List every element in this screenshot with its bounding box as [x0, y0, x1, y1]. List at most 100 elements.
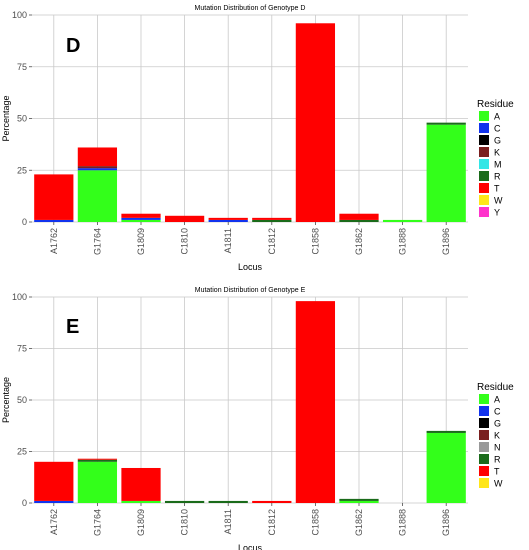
x-tick-label: C1812 — [267, 509, 277, 536]
bar-c1810-r — [164, 500, 205, 503]
bar-a1811-t — [208, 217, 248, 220]
x-tick-label: C1858 — [310, 228, 320, 255]
bar-g1809-c — [121, 217, 161, 220]
bar-c1858-t — [295, 301, 336, 503]
x-tick-label: G1764 — [92, 509, 102, 536]
legend-label-r: R — [494, 172, 501, 182]
x-axis-label: Locus — [238, 262, 263, 272]
legend-swatch-n — [479, 442, 489, 452]
chart-title: Mutation Distribution of Genotype D — [195, 5, 306, 12]
legend-label-y: Y — [494, 208, 500, 218]
legend-swatch-g — [479, 135, 489, 145]
legend-label-t: T — [494, 184, 500, 194]
legend-swatch-a — [479, 394, 489, 404]
x-axis-label: Locus — [238, 543, 263, 550]
bar-g1764-c — [77, 168, 118, 171]
bar-g1862-r — [339, 219, 379, 222]
x-tick-label: G1888 — [398, 509, 408, 536]
x-tick-label: A1762 — [49, 228, 59, 254]
legend-label-r: R — [494, 455, 501, 465]
legend-label-c: C — [494, 407, 501, 417]
panel-letter: D — [66, 35, 80, 57]
bar-g1809-t — [121, 213, 161, 218]
bar-g1862-a — [339, 500, 379, 503]
x-tick-label: G1896 — [441, 228, 451, 255]
bar-g1888-a — [382, 219, 423, 222]
legend-swatch-y — [479, 207, 489, 217]
legend-label-w: W — [494, 479, 503, 489]
bar-g1896-r — [426, 430, 466, 433]
x-tick-label: G1862 — [354, 509, 364, 536]
legend-swatch-a — [479, 111, 489, 121]
y-tick-label: 100 — [12, 10, 27, 20]
y-tick-label: 0 — [22, 217, 27, 227]
legend-label-g: G — [494, 136, 501, 146]
x-tick-label: G1862 — [354, 228, 364, 255]
legend-label-g: G — [494, 419, 501, 429]
legend-swatch-w — [479, 478, 489, 488]
bar-g1764-a — [77, 170, 118, 222]
legend-swatch-t — [479, 183, 489, 193]
legend-label-a: A — [494, 395, 500, 405]
x-tick-label: C1812 — [267, 228, 277, 255]
y-axis-label: Percentage — [1, 377, 11, 423]
legend-label-m: M — [494, 160, 502, 170]
bar-g1809-t — [121, 467, 161, 501]
y-axis-label: Percentage — [1, 95, 11, 141]
legend-swatch-c — [479, 123, 489, 133]
legend-label-t: T — [494, 467, 500, 477]
y-tick-label: 25 — [17, 165, 27, 175]
y-tick-label: 75 — [17, 344, 27, 354]
x-tick-label: G1809 — [136, 228, 146, 255]
legend-label-a: A — [494, 112, 500, 122]
y-tick-label: 100 — [12, 292, 27, 302]
bar-c1812-t — [252, 217, 292, 220]
chart-title: Mutation Distribution of Genotype E — [195, 287, 306, 294]
legend-swatch-w — [479, 195, 489, 205]
bar-g1862-t — [339, 213, 379, 220]
panel-letter: E — [66, 316, 79, 338]
legend-label-k: K — [494, 431, 500, 441]
x-tick-label: A1762 — [49, 509, 59, 535]
y-tick-label: 50 — [17, 114, 27, 124]
y-tick-label: 75 — [17, 62, 27, 72]
x-tick-label: A1811 — [223, 228, 233, 253]
x-tick-label: G1809 — [136, 509, 146, 536]
bar-c1812-t — [252, 500, 292, 503]
legend-swatch-k — [479, 147, 489, 157]
bar-g1896-r — [426, 122, 466, 125]
x-tick-label: C1810 — [180, 509, 190, 536]
chart-panel-d: Mutation Distribution of Genotype D D 0 25 5… — [1, 5, 514, 272]
legend-swatch-c — [479, 406, 489, 416]
bar-g1862-r — [339, 498, 379, 501]
legend-label-k: K — [494, 148, 500, 158]
bar-g1896-a — [426, 432, 466, 503]
bar-g1809-a — [121, 500, 161, 503]
bar-g1809-a — [121, 219, 161, 222]
legend-title: Residue — [477, 382, 514, 393]
legend-swatch-g — [479, 418, 489, 428]
x-tick-label: C1810 — [180, 228, 190, 255]
bar-a1762-c — [34, 500, 74, 503]
bar-a1811-r — [208, 500, 248, 503]
chart-panel-e: Mutation Distribution of Genotype E E 0 25 5… — [1, 287, 514, 550]
legend-label-w: W — [494, 196, 503, 206]
bar-g1896-a — [426, 124, 466, 222]
x-tick-label: A1811 — [223, 509, 233, 534]
bar-c1858-t — [295, 23, 336, 223]
bar-g1764-t — [77, 458, 118, 460]
legend-label-n: N — [494, 443, 501, 453]
bar-g1764-a — [77, 461, 118, 503]
bar-c1810-t — [164, 215, 205, 222]
bar-a1762-c — [34, 219, 74, 222]
legend-swatch-r — [479, 454, 489, 464]
x-tick-label: G1764 — [92, 228, 102, 255]
x-tick-label: G1896 — [441, 509, 451, 536]
legend-swatch-m — [479, 159, 489, 169]
bar-g1764-k — [77, 166, 118, 169]
bar-g1764-t — [77, 147, 118, 167]
x-tick-label: C1858 — [310, 509, 320, 536]
